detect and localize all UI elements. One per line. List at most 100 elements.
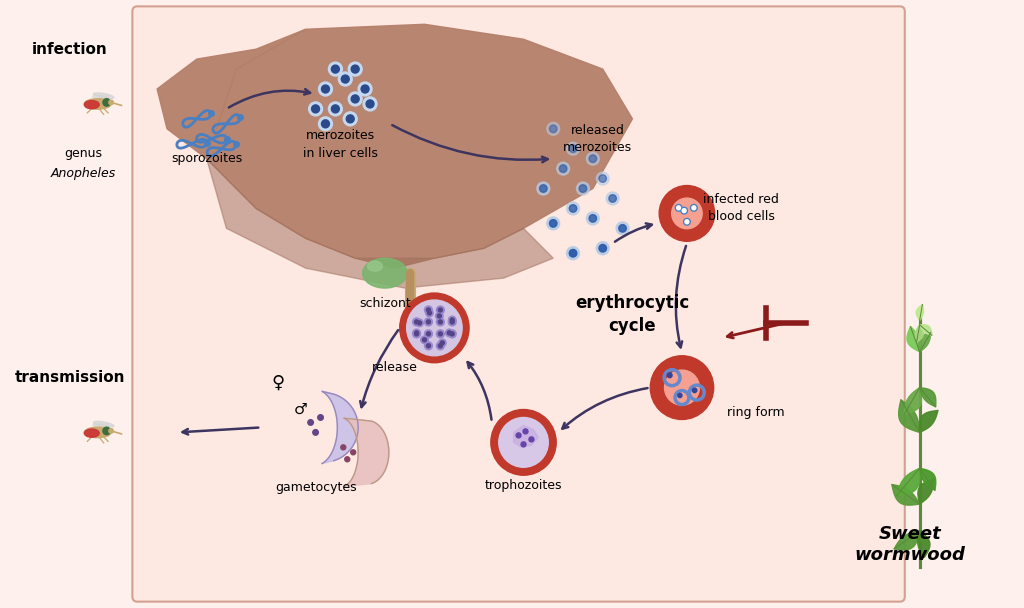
Circle shape	[415, 331, 419, 335]
Ellipse shape	[368, 261, 382, 271]
Circle shape	[361, 85, 369, 93]
Circle shape	[449, 318, 456, 326]
Circle shape	[415, 332, 419, 336]
Circle shape	[438, 344, 442, 348]
Circle shape	[413, 318, 421, 326]
Text: Anopheles: Anopheles	[50, 167, 116, 180]
Circle shape	[559, 165, 567, 173]
Circle shape	[521, 442, 526, 447]
Text: blood cells: blood cells	[708, 210, 775, 223]
Circle shape	[416, 309, 454, 347]
Circle shape	[449, 316, 456, 323]
Text: Sweet
wormwood: Sweet wormwood	[854, 525, 966, 564]
Circle shape	[318, 82, 333, 96]
Circle shape	[399, 293, 469, 363]
Ellipse shape	[93, 421, 114, 427]
Polygon shape	[322, 392, 358, 463]
Polygon shape	[918, 479, 934, 504]
Circle shape	[311, 105, 319, 113]
Polygon shape	[892, 485, 920, 505]
Circle shape	[329, 102, 342, 116]
Circle shape	[332, 105, 339, 113]
Text: sporozoites: sporozoites	[171, 152, 243, 165]
Circle shape	[437, 314, 441, 318]
Polygon shape	[904, 388, 922, 415]
Circle shape	[547, 122, 560, 135]
Circle shape	[599, 174, 606, 182]
Circle shape	[423, 338, 426, 342]
Circle shape	[413, 330, 421, 338]
Circle shape	[322, 120, 330, 128]
Circle shape	[348, 92, 362, 106]
Polygon shape	[897, 468, 920, 496]
Text: merozoites: merozoites	[563, 140, 633, 154]
Text: cycle: cycle	[608, 317, 656, 335]
Text: merozoites: merozoites	[306, 129, 375, 142]
Circle shape	[692, 388, 696, 393]
Circle shape	[338, 72, 352, 86]
Polygon shape	[899, 400, 920, 432]
Circle shape	[425, 318, 432, 326]
Circle shape	[425, 330, 432, 338]
Ellipse shape	[84, 98, 111, 109]
Circle shape	[348, 62, 362, 76]
Circle shape	[596, 172, 609, 185]
Circle shape	[440, 341, 444, 345]
Circle shape	[109, 429, 114, 433]
Circle shape	[569, 145, 577, 153]
Circle shape	[451, 320, 455, 324]
Circle shape	[537, 182, 550, 195]
Polygon shape	[920, 410, 938, 432]
Circle shape	[415, 320, 419, 324]
Circle shape	[351, 95, 359, 103]
Text: released: released	[570, 124, 625, 137]
Circle shape	[516, 433, 521, 438]
Circle shape	[329, 62, 342, 76]
Text: genus: genus	[63, 147, 101, 160]
Circle shape	[102, 427, 111, 435]
Polygon shape	[920, 468, 936, 490]
Polygon shape	[207, 159, 553, 288]
Ellipse shape	[92, 95, 109, 99]
Circle shape	[438, 332, 442, 336]
Circle shape	[451, 332, 455, 336]
Ellipse shape	[84, 427, 111, 438]
Circle shape	[358, 82, 372, 96]
Polygon shape	[157, 29, 306, 159]
Circle shape	[435, 312, 443, 320]
Circle shape	[341, 445, 346, 450]
Circle shape	[426, 309, 433, 317]
Circle shape	[436, 342, 444, 350]
Polygon shape	[514, 426, 539, 447]
Circle shape	[445, 329, 453, 337]
Circle shape	[589, 155, 597, 162]
Polygon shape	[916, 305, 924, 320]
Text: infected red: infected red	[703, 193, 779, 207]
Circle shape	[690, 204, 697, 211]
Circle shape	[557, 162, 569, 175]
Circle shape	[436, 318, 444, 326]
Circle shape	[589, 215, 597, 222]
Circle shape	[587, 212, 599, 225]
Circle shape	[351, 450, 355, 455]
Circle shape	[343, 112, 357, 126]
Circle shape	[318, 117, 333, 131]
Circle shape	[490, 410, 556, 475]
Circle shape	[436, 330, 444, 338]
Circle shape	[449, 330, 456, 338]
Circle shape	[596, 242, 609, 255]
Text: in liver cells: in liver cells	[303, 147, 378, 160]
Circle shape	[569, 249, 577, 257]
Ellipse shape	[362, 258, 408, 288]
Circle shape	[566, 142, 580, 155]
Circle shape	[650, 356, 714, 420]
Circle shape	[351, 65, 359, 73]
Circle shape	[322, 85, 330, 93]
Circle shape	[418, 321, 422, 325]
Ellipse shape	[93, 93, 114, 98]
Circle shape	[364, 97, 377, 111]
Circle shape	[606, 192, 620, 205]
Circle shape	[672, 198, 702, 229]
Circle shape	[425, 342, 432, 350]
Circle shape	[346, 115, 354, 123]
